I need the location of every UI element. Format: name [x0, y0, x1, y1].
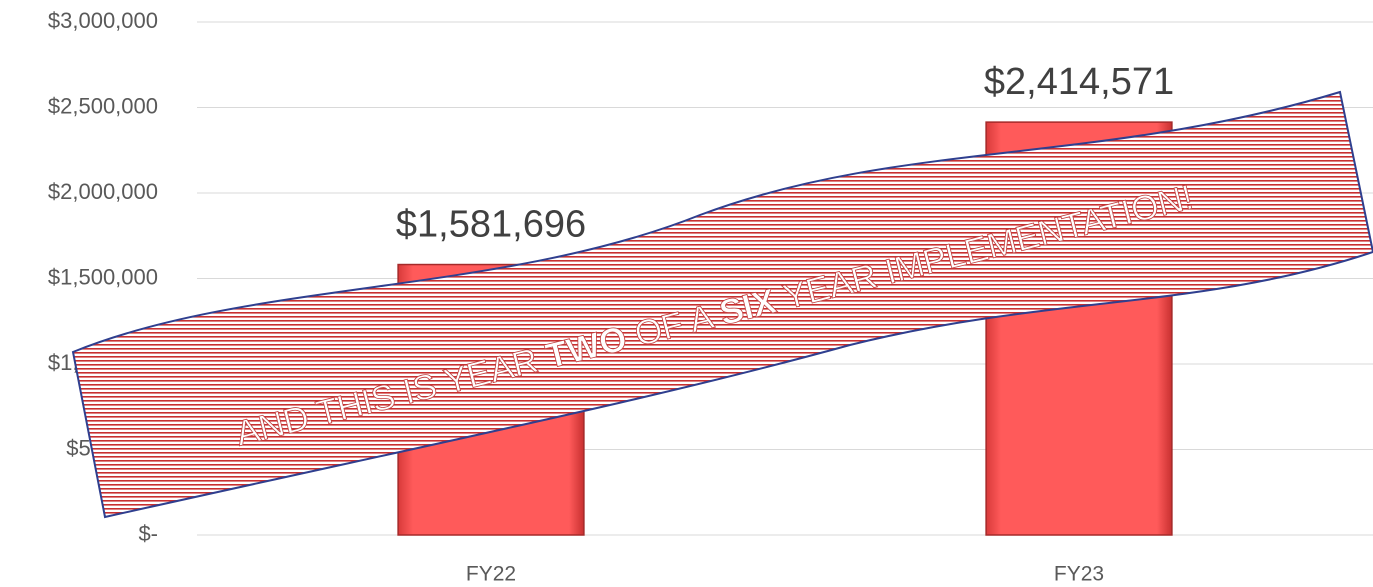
y-tick-label: $- — [138, 521, 158, 546]
x-tick-label: FY23 — [1054, 563, 1104, 586]
banner: AND THIS IS YEAR TWO OF A SIX YEAR IMPLE… — [71, 90, 1373, 519]
banner-ribbon — [71, 90, 1373, 519]
value-label: $2,414,571 — [984, 61, 1174, 103]
x-tick-label: FY22 — [466, 563, 516, 586]
y-tick-label: $1,500,000 — [48, 264, 158, 289]
y-tick-label: $3,000,000 — [48, 8, 158, 33]
y-tick-label: $2,500,000 — [48, 93, 158, 118]
y-tick-label: $2,000,000 — [48, 179, 158, 204]
value-label: $1,581,696 — [396, 204, 586, 246]
